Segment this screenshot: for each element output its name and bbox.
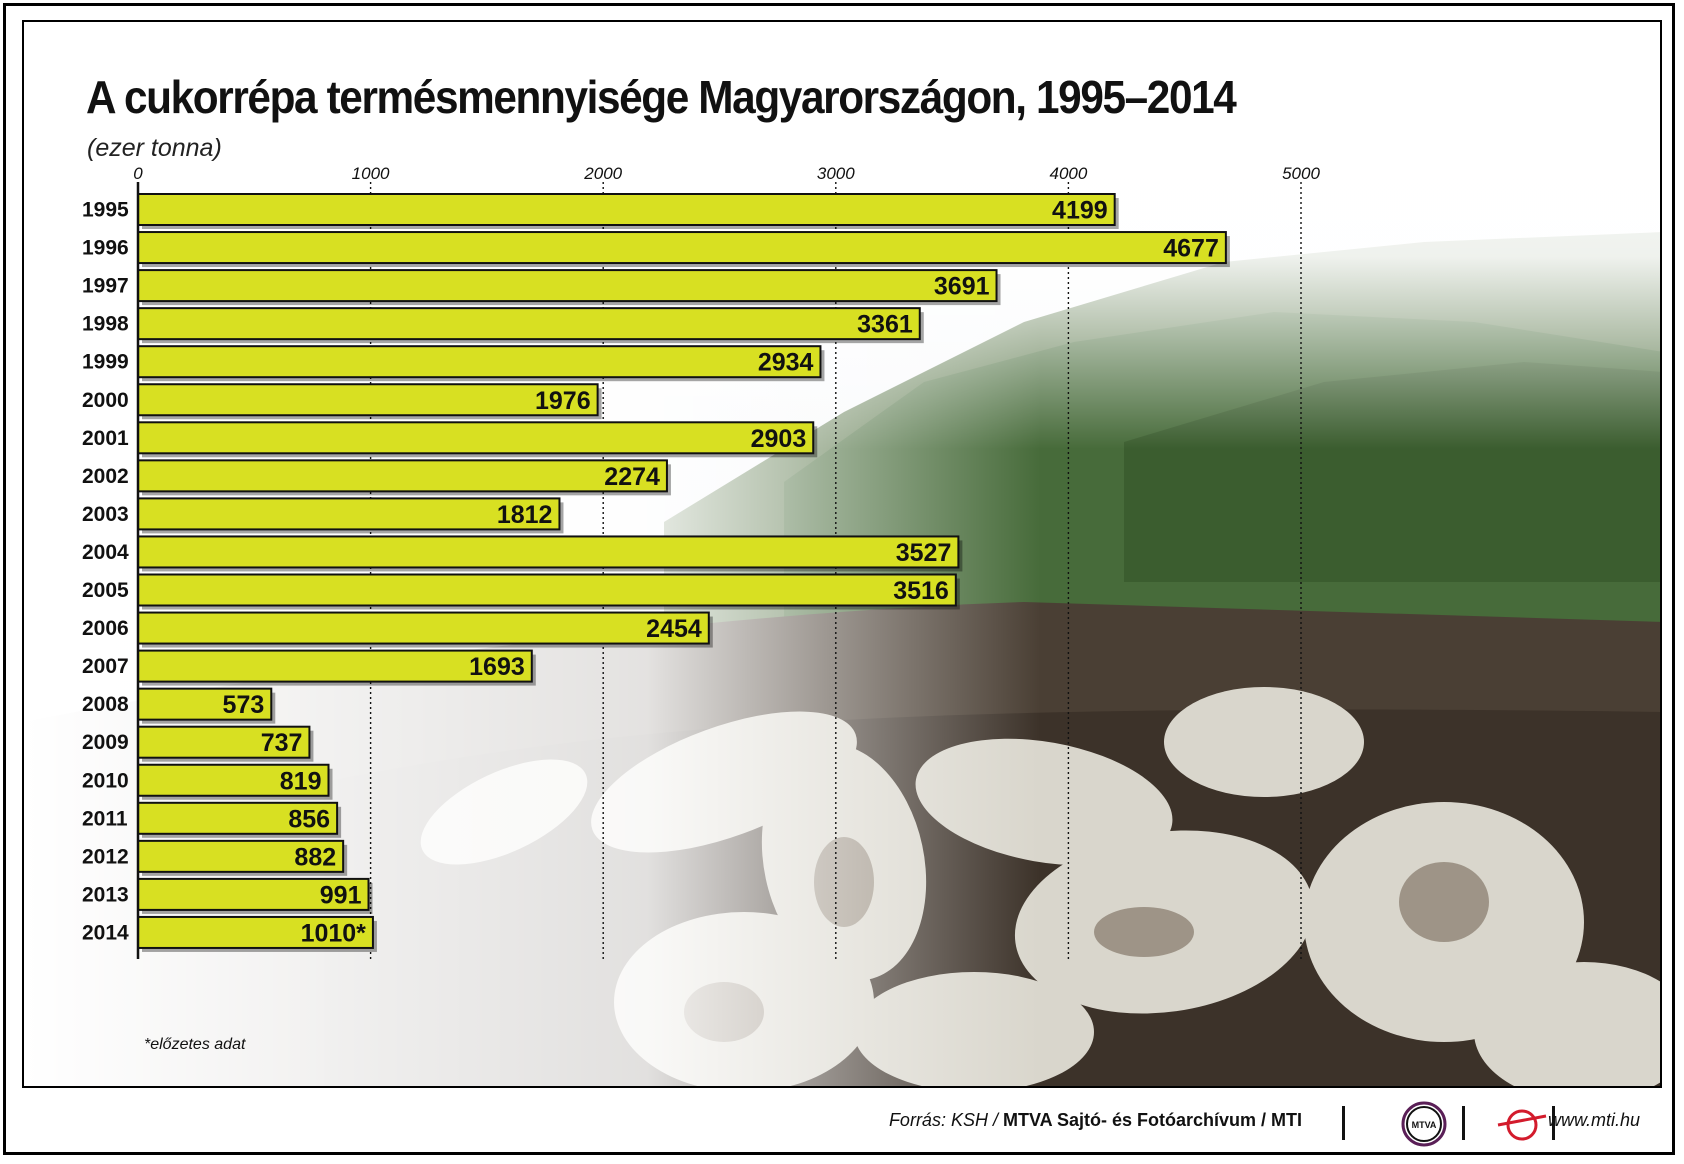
bar <box>137 611 710 645</box>
bar-chart: 0 1000 2000 3000 4000 5000 1995 4199 1996 4677 199… <box>82 164 1320 959</box>
x-tick-label: 3000 <box>817 164 855 183</box>
value-label: 819 <box>280 767 322 795</box>
bar <box>137 763 330 797</box>
year-label: 2010 <box>82 769 129 792</box>
value-label: 737 <box>261 729 303 757</box>
footer-separator <box>1552 1106 1555 1140</box>
value-label: 1010* <box>301 919 367 947</box>
x-tick-label: 2000 <box>583 164 622 183</box>
value-label: 2454 <box>646 615 702 643</box>
value-label: 856 <box>288 805 330 833</box>
value-label: 3361 <box>857 311 913 339</box>
value-label: 2903 <box>751 425 807 453</box>
value-label: 2274 <box>604 463 660 491</box>
year-label: 1995 <box>82 199 129 222</box>
value-label: 4677 <box>1163 235 1219 263</box>
year-label: 1996 <box>82 237 129 260</box>
bar <box>137 269 998 303</box>
bar <box>137 193 1116 226</box>
year-label: 2005 <box>82 579 129 602</box>
bar <box>137 497 561 531</box>
value-label: 1812 <box>497 501 553 529</box>
source-main: MTVA Sajtó- és Fotóarchívum / MTI <box>1002 1110 1302 1130</box>
year-label: 2013 <box>82 883 129 906</box>
year-label: 2003 <box>82 503 129 526</box>
bar <box>137 421 815 455</box>
value-label: 3527 <box>896 539 952 567</box>
value-label: 3516 <box>893 577 949 605</box>
website-url: www.mti.hu <box>1547 1110 1640 1130</box>
bar <box>137 725 311 759</box>
value-label: 991 <box>320 881 362 909</box>
year-label: 2006 <box>82 617 129 640</box>
bar <box>137 345 822 379</box>
bar <box>137 231 1227 265</box>
source-credit: Forrás: KSH / MTVA Sajtó- és Fotóarchívu… <box>889 1110 1302 1131</box>
x-tick-label: 4000 <box>1049 164 1087 183</box>
value-label: 2934 <box>758 349 814 377</box>
bar <box>137 383 599 417</box>
chart-subtitle: (ezer tonna) <box>87 134 222 162</box>
year-label: 2014 <box>82 921 129 944</box>
year-label: 2004 <box>82 541 129 564</box>
value-label: 882 <box>294 843 336 871</box>
year-label: 2008 <box>82 693 129 716</box>
year-label: 1998 <box>82 313 129 336</box>
footer: Forrás: KSH / MTVA Sajtó- és Fotóarchívu… <box>22 1094 1662 1150</box>
value-label: 573 <box>223 691 265 719</box>
bar <box>137 535 960 569</box>
year-label: 2001 <box>82 427 129 450</box>
source-prefix: Forrás: KSH / <box>888 1110 1003 1130</box>
value-label: 1976 <box>535 387 591 415</box>
value-label: 4199 <box>1052 197 1108 225</box>
value-label: 1693 <box>469 653 525 681</box>
year-label: 1999 <box>82 351 129 374</box>
footnote: *előzetes adat <box>144 1036 246 1053</box>
x-tick-label: 5000 <box>1282 164 1320 183</box>
bar <box>137 459 668 493</box>
chart-title: A cukorrépa termésmennyisége Magyarorszá… <box>86 71 1237 123</box>
bar <box>137 877 370 911</box>
mti-logo-icon <box>1497 1109 1547 1141</box>
year-label: 2000 <box>82 389 129 412</box>
mtva-logo-icon: MTVA <box>1401 1101 1447 1147</box>
bar <box>137 801 339 835</box>
year-label: 2012 <box>82 845 129 868</box>
mtva-logo-text: MTVA <box>1412 1120 1437 1130</box>
footer-separator <box>1462 1106 1465 1140</box>
bar <box>137 573 957 607</box>
chart-panel: A cukorrépa termésmennyisége Magyarorszá… <box>22 20 1662 1088</box>
x-tick-label: 1000 <box>352 164 390 183</box>
year-label: 2002 <box>82 465 129 488</box>
year-label: 1997 <box>82 275 129 298</box>
year-label: 2007 <box>82 655 129 678</box>
footer-separator <box>1342 1106 1345 1140</box>
bar <box>137 307 921 341</box>
value-label: 3691 <box>934 273 990 301</box>
bar <box>137 915 374 949</box>
x-tick-label: 0 <box>133 164 143 183</box>
bar <box>137 649 533 683</box>
year-label: 2011 <box>82 807 128 830</box>
year-label: 2009 <box>82 731 129 754</box>
